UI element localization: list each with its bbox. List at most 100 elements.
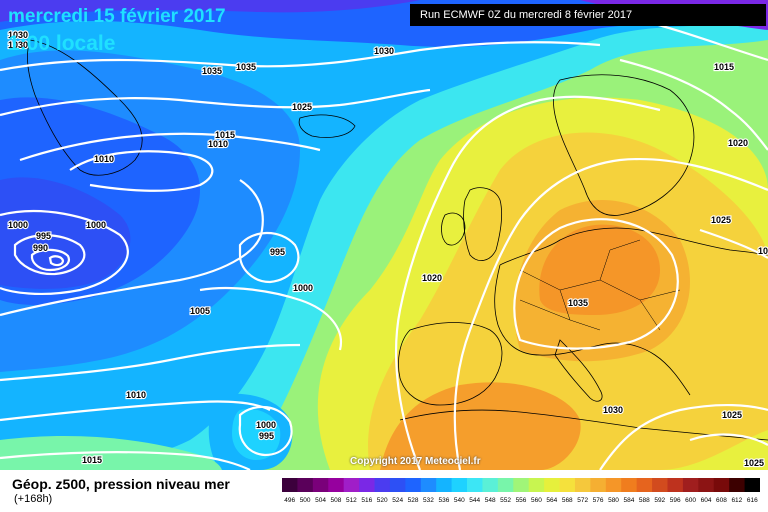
isobar-lines [238,405,293,457]
scale-label: 544 [469,497,480,504]
isobar-lines [619,58,768,151]
scale-label: 552 [500,497,511,504]
forecast-time: 1:00 locale [8,32,116,55]
isobar-lines [69,150,214,192]
scale-swatch [698,478,715,492]
isobar-lines [0,400,271,422]
isobar-label: 995 [36,231,51,241]
scale-label: 524 [392,497,403,504]
scale-swatch [297,478,314,492]
isobar-lines [19,132,321,162]
scale-swatch [713,478,730,492]
scale-label: 564 [546,497,557,504]
isobar-label: 1025 [744,458,764,468]
scale-swatch [513,478,530,492]
isobar-label: 1015 [215,130,235,140]
scale-label: 496 [284,497,295,504]
z500-field-north-violet [0,0,420,22]
scale-swatch [497,478,514,492]
lead-time: (+168h) [14,493,53,505]
isobar-label: 1010 [94,154,114,164]
scale-swatch [482,478,499,492]
map-title: Géop. z500, pression niveau mer [12,476,230,492]
scale-label: 520 [377,497,388,504]
isobar-lines [689,433,768,446]
scale-label: 532 [423,497,434,504]
scale-swatch [636,478,653,492]
isobar-label: 1015 [714,62,734,72]
isobar-label: 1000 [8,220,28,230]
scale-label: 588 [639,497,650,504]
coastline-iceland [298,114,356,138]
isobar-lines [0,209,129,296]
isobar-lines [0,343,301,382]
scale-label: 540 [454,497,465,504]
isobars [0,18,768,470]
isobar-label: 1035 [236,62,256,72]
scale-swatch [621,478,638,492]
isobar-label: 1020 [422,273,442,283]
scale-label: 596 [670,497,681,504]
scale-swatch [405,478,422,492]
scale-swatch [282,478,298,492]
coastline-africa [399,409,768,441]
scale-swatch [343,478,360,492]
scale-label: 508 [331,497,342,504]
scale-label: 560 [531,497,542,504]
scale-label: 600 [685,497,696,504]
coastline-italy [554,339,603,402]
scale-swatch [328,478,345,492]
scale-label: 580 [608,497,619,504]
model-run-info: Run ECMWF 0Z du mercredi 8 février 2017 [410,4,766,26]
isobar-label: 101 [758,246,768,256]
scale-label: 568 [562,497,573,504]
isobar-label: 1030 [8,40,28,50]
coastline-europe [494,227,768,396]
isobar-label: 1030 [374,46,394,56]
scale-swatch [436,478,453,492]
scale-swatch [420,478,437,492]
scale-swatch [467,478,483,492]
isobar-label: 1005 [190,306,210,316]
forecast-date: mercredi 15 février 2017 [8,6,226,27]
copyright-text: Copyright 2017 Meteociel.fr [350,456,481,467]
scale-label: 556 [516,497,527,504]
scale-swatch [590,478,607,492]
scale-swatch [359,478,375,492]
isobar-label: 1000 [293,283,313,293]
scale-swatch [312,478,329,492]
scale-label: 536 [438,497,449,504]
borders [519,239,681,331]
scale-label: 608 [716,497,727,504]
scale-swatch [374,478,391,492]
isobar-lines [0,451,251,470]
scale-swatch [544,478,560,492]
isobar-label: 1000 [86,220,106,230]
legend-area: Géop. z500, pression niveau mer (+168h) … [0,470,768,512]
isobar-label: 1025 [722,410,742,420]
scale-label: 516 [361,497,372,504]
isobar-lines [238,231,300,284]
scale-label: 576 [593,497,604,504]
isobar-lines [513,218,679,350]
isobar-label: 1020 [728,138,748,148]
isobar-label: 1010 [126,390,146,400]
scale-swatch [451,478,468,492]
isobar-lines [599,404,768,470]
isobar-lines [30,248,70,272]
isobar-label: 1025 [292,102,312,112]
coastline-iberia [398,322,503,406]
scale-label: 616 [747,497,758,504]
isobar-lines [699,228,768,259]
scale-label: 500 [300,497,311,504]
scale-swatch [744,478,760,492]
scale-label: 592 [654,497,665,504]
scale-swatch [652,478,668,492]
scale-label: 572 [577,497,588,504]
scale-label: 528 [408,497,419,504]
scale-swatch [605,478,622,492]
scale-swatch [574,478,591,492]
isobar-label: 1030 [603,405,623,415]
